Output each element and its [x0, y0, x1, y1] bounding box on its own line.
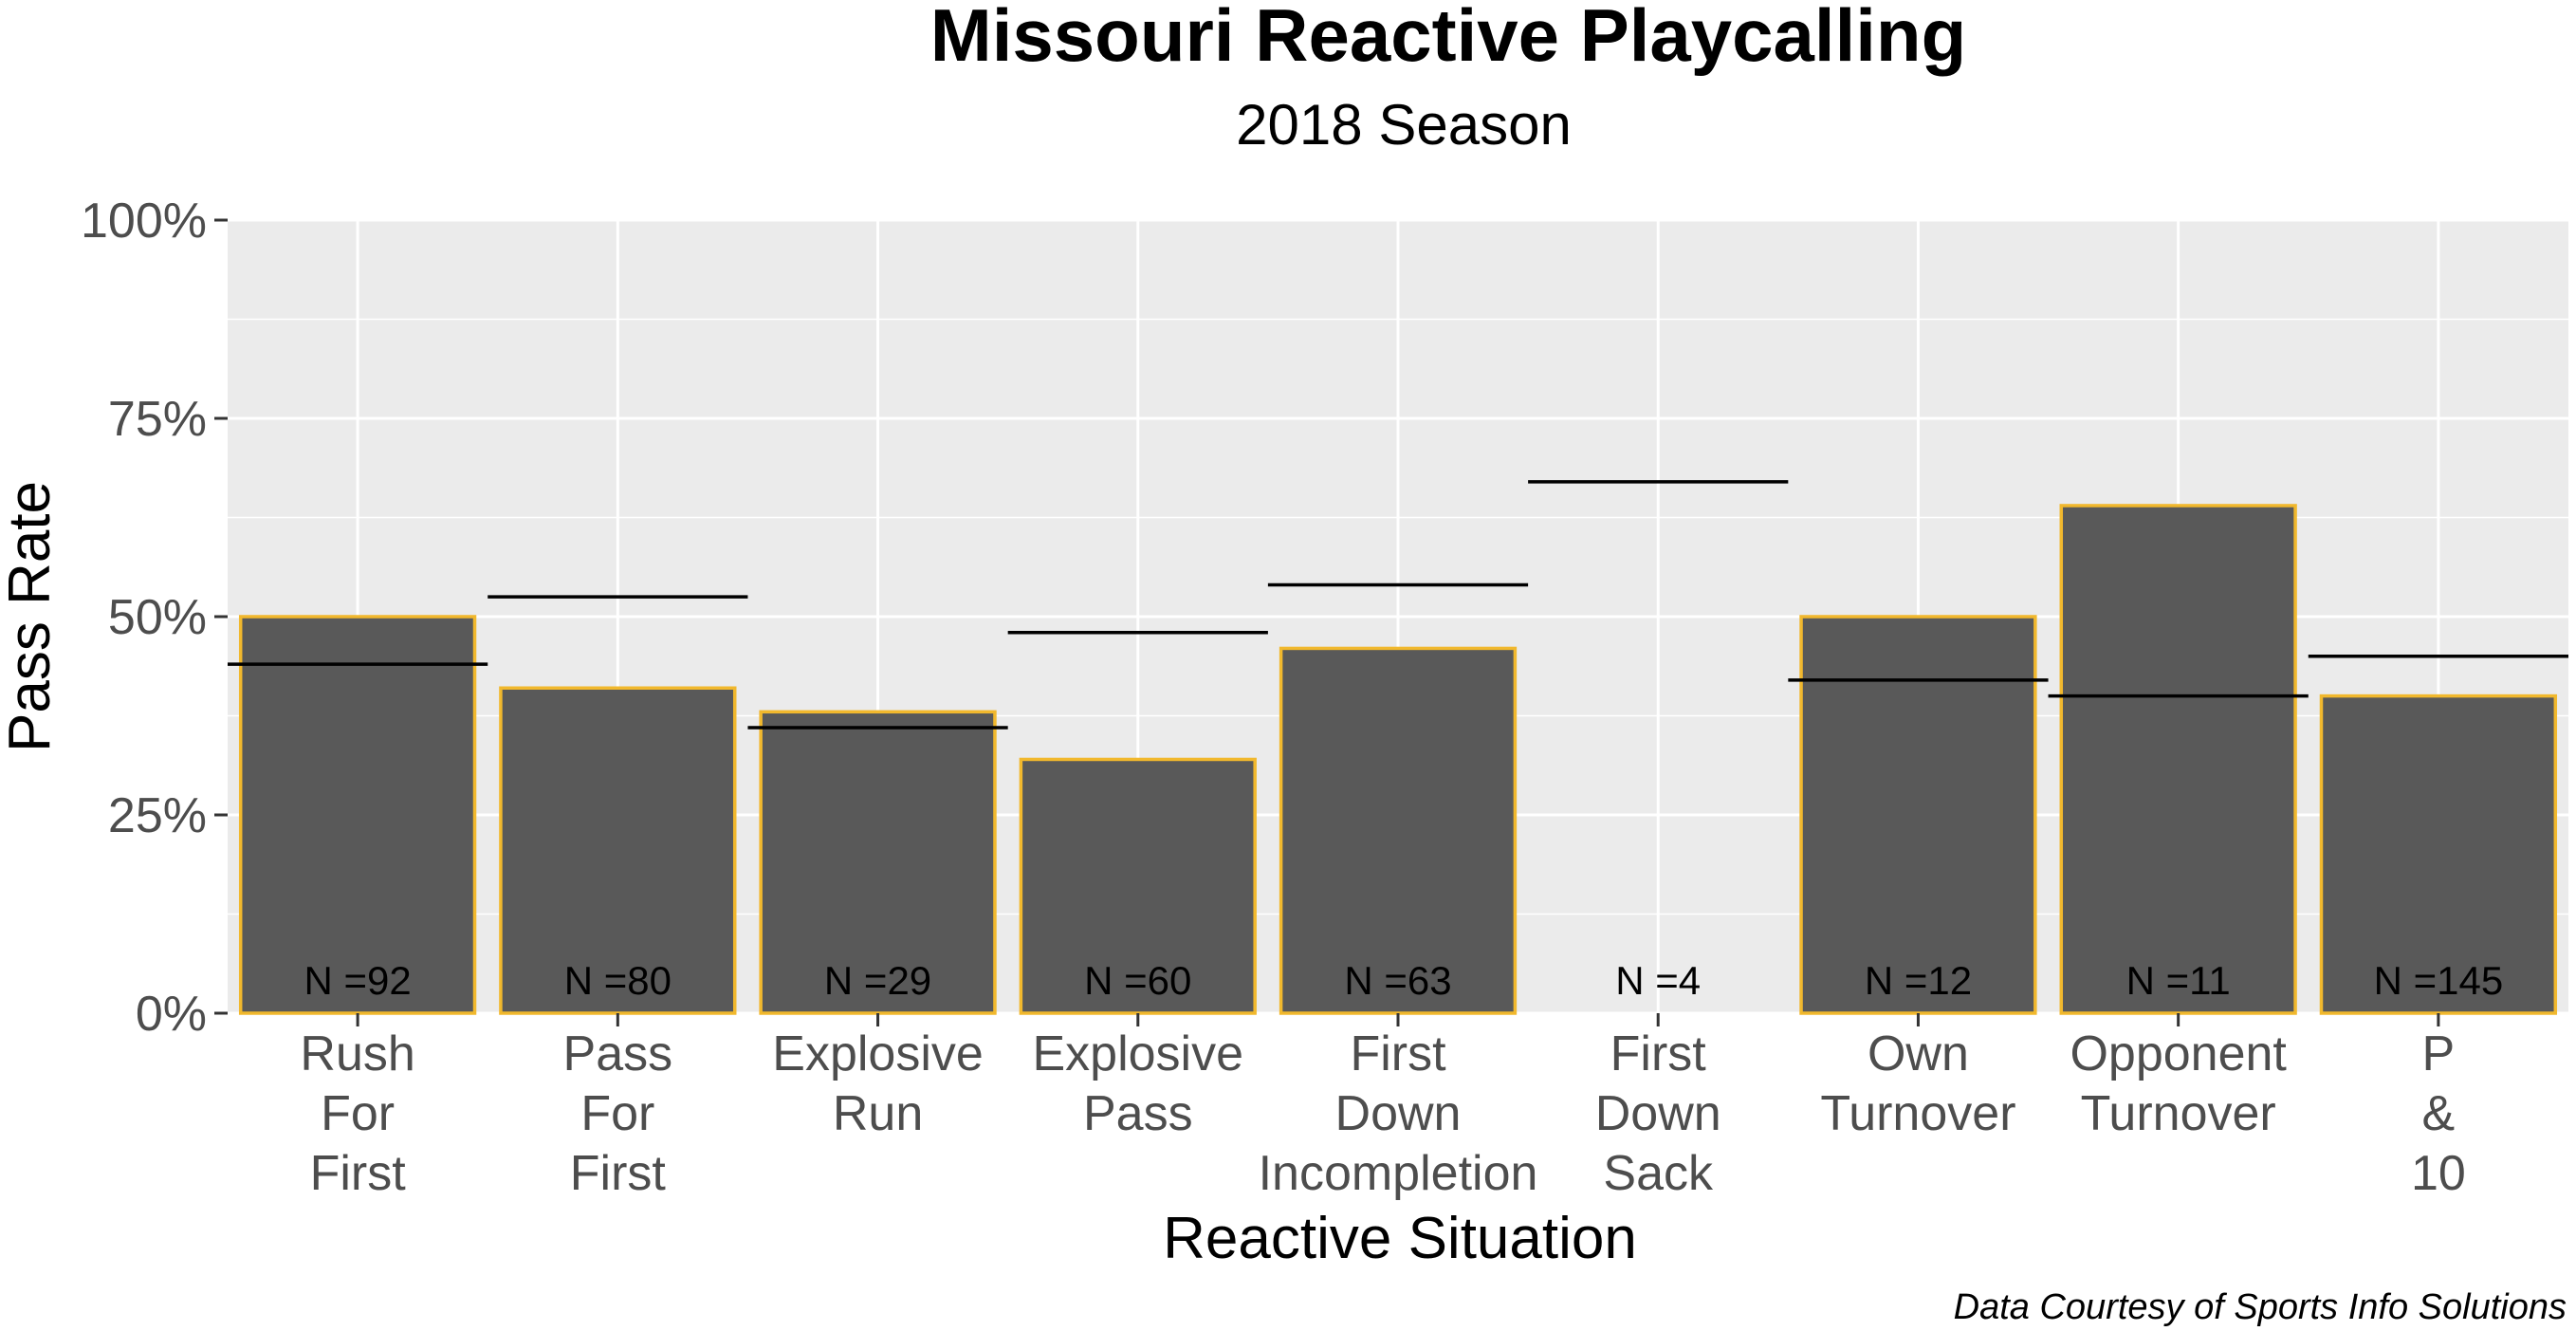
y-tick-label: 100%: [81, 194, 207, 249]
n-label: N =92: [304, 958, 411, 1003]
bar: [1019, 757, 1257, 1015]
y-tick-label: 25%: [108, 788, 207, 843]
bars: [238, 504, 2558, 1015]
bar: [1799, 615, 2037, 1015]
x-tick-label: Opponent Turnover: [2070, 1026, 2287, 1141]
y-tick-label: 50%: [108, 590, 207, 645]
n-label: N =4: [1615, 958, 1701, 1003]
y-axis-title: Pass Rate: [0, 481, 63, 752]
y-tick-label: 75%: [108, 392, 207, 447]
bar: [2319, 693, 2558, 1015]
chart-caption: Data Courtesy of Sports Info Solutions: [1954, 1287, 2567, 1327]
x-tick-label: First Down Sack: [1595, 1026, 1721, 1201]
x-tick-label: Rush For First: [300, 1026, 414, 1201]
x-tick-label: Explosive Pass: [1032, 1026, 1243, 1141]
y-axis: 0% 25% 50% 75% 100%: [81, 194, 228, 1042]
n-label: N =80: [564, 958, 672, 1003]
x-tick-label: P & 10: [2411, 1026, 2466, 1201]
bar: [2059, 504, 2297, 1015]
n-label: N =11: [2126, 958, 2231, 1003]
x-axis-title: Reactive Situation: [1163, 1206, 1637, 1271]
n-label: N =63: [1344, 958, 1451, 1003]
x-tick-label: First Down Incompletion: [1259, 1026, 1538, 1201]
reference-lines: [228, 480, 2568, 730]
n-label: N =12: [1865, 958, 1972, 1003]
bar: [759, 710, 997, 1015]
bar: [238, 615, 477, 1015]
chart-title: Missouri Reactive Playcalling: [930, 0, 1966, 77]
chart-subtitle: 2018 Season: [1236, 93, 1572, 157]
n-labels: N =92 N =80 N =29 N =60 N =63 N =4 N =12 N =11 N…: [304, 958, 2503, 1003]
bar: [499, 686, 737, 1015]
x-tick-label: Pass For First: [563, 1026, 673, 1201]
x-tick-label: Own Turnover: [1820, 1026, 2015, 1141]
x-axis: Rush For First Pass For First Explosive Run Expl…: [300, 1013, 2466, 1201]
x-tick-label: Explosive Run: [772, 1026, 984, 1141]
n-label: N =145: [2374, 958, 2504, 1003]
y-tick-label: 0%: [136, 987, 207, 1042]
n-label: N =29: [824, 958, 931, 1003]
bar: [1279, 646, 1518, 1015]
n-label: N =60: [1084, 958, 1191, 1003]
